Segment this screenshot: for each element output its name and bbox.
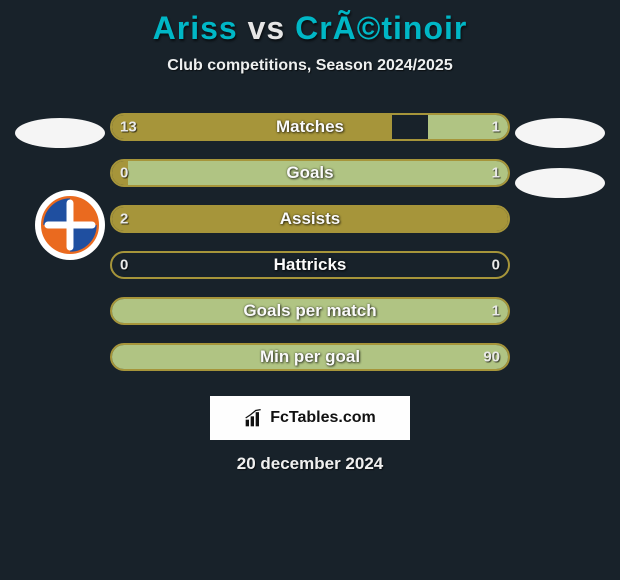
title-left: Ariss xyxy=(153,10,238,46)
stat-segment-right xyxy=(428,115,508,139)
stats-stage: Matches131 Goals01 Assists2 Hattricks0 0 Goal… xyxy=(0,110,620,386)
stat-row: Goals per match1 xyxy=(0,294,620,328)
title-vs: vs xyxy=(248,10,286,46)
stat-value-right: 0 xyxy=(492,257,500,274)
stat-row: Min per goal90 xyxy=(0,340,620,374)
stat-segment-left xyxy=(112,207,510,231)
page-title: Ariss vs CrÃ©tinoir xyxy=(0,0,620,47)
brand-box[interactable]: FcTables.com xyxy=(210,396,410,440)
stat-bar: Goals01 xyxy=(110,159,510,187)
stat-bar: Min per goal90 xyxy=(110,343,510,371)
stat-segment-left xyxy=(112,115,392,139)
title-right: CrÃ©tinoir xyxy=(295,10,467,46)
bars-icon xyxy=(244,408,264,428)
stat-segment-right xyxy=(110,345,508,369)
date-text: 20 december 2024 xyxy=(0,454,620,474)
stat-row: Hattricks0 0 xyxy=(0,248,620,282)
stat-row: Assists2 xyxy=(0,202,620,236)
stat-row: Goals01 xyxy=(0,156,620,190)
stat-bar: Hattricks0 0 xyxy=(110,251,510,279)
stat-row: Matches131 xyxy=(0,110,620,144)
brand-text: FcTables.com xyxy=(270,409,376,427)
brand-content: FcTables.com xyxy=(244,408,376,428)
stat-segment-right xyxy=(110,299,508,323)
subtitle: Club competitions, Season 2024/2025 xyxy=(0,57,620,75)
stat-bar: Goals per match1 xyxy=(110,297,510,325)
stat-bar: Assists2 xyxy=(110,205,510,233)
stat-value-left: 0 xyxy=(120,257,128,274)
stat-label: Hattricks xyxy=(112,255,508,275)
stat-bar: Matches131 xyxy=(110,113,510,141)
stat-segment-right xyxy=(128,161,508,185)
